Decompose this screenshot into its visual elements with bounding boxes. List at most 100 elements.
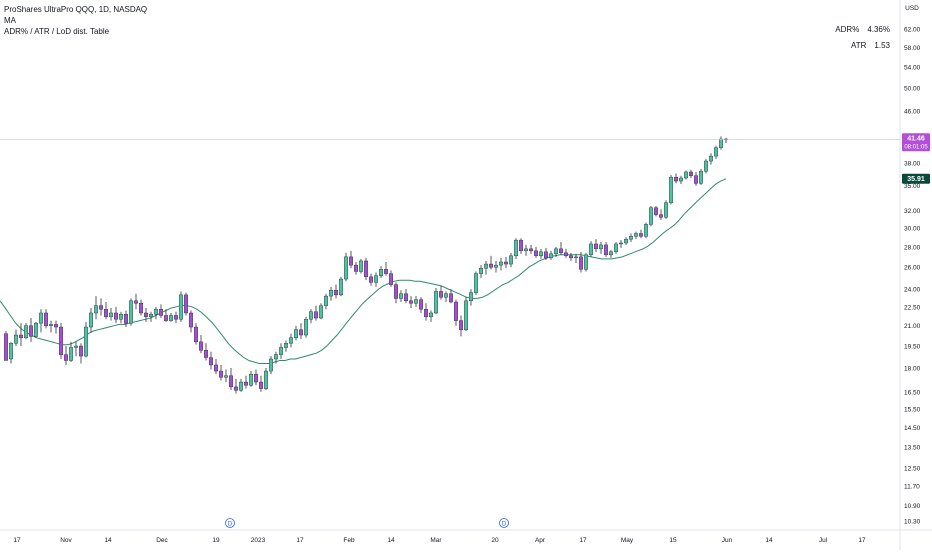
candle — [208, 351, 213, 370]
candle — [133, 293, 138, 310]
candle — [148, 311, 153, 322]
y-tick-label: 22.50 — [904, 304, 921, 311]
candle — [98, 298, 103, 316]
candle — [394, 282, 399, 304]
candle — [439, 285, 444, 300]
dividend-icon[interactable] — [499, 518, 509, 528]
candle-body — [619, 242, 624, 245]
dividend-letter: D — [228, 522, 233, 528]
symbol-title[interactable]: ProShares UltraPro QQQ, 1D, NASDAQ — [4, 5, 148, 14]
candle — [499, 257, 504, 271]
candle-body — [499, 261, 504, 266]
candle-body — [284, 343, 289, 348]
last-price-value: 41.46 — [907, 135, 925, 142]
candle-body — [574, 256, 579, 259]
price-axis[interactable]: USD62.0058.0054.0050.0046.0042.0038.0035… — [899, 0, 921, 550]
candle-body — [203, 350, 208, 358]
chart-legend: ProShares UltraPro QQQ, 1D, NASDAQ MA AD… — [4, 4, 147, 37]
candle-body — [704, 160, 709, 172]
candle-body — [524, 248, 529, 252]
candle-body — [404, 293, 409, 302]
candle — [228, 367, 233, 391]
candle — [449, 289, 454, 304]
candle-body — [604, 244, 609, 256]
candle — [3, 331, 8, 361]
candle-body — [259, 381, 264, 389]
candle-body — [439, 291, 444, 298]
moving-average-line — [0, 178, 727, 364]
candle — [59, 323, 64, 360]
candle-body — [629, 236, 634, 240]
y-tick-label: 62.00 — [904, 27, 921, 34]
candle-body — [8, 343, 13, 360]
candle — [549, 250, 554, 260]
candle — [349, 250, 354, 269]
candle — [484, 260, 489, 275]
candle — [444, 291, 449, 302]
candle-body — [103, 309, 108, 317]
y-tick-label: 38.00 — [904, 161, 921, 168]
dividend-letter: D — [502, 522, 507, 528]
candle — [684, 170, 689, 180]
candle — [193, 323, 198, 345]
candle-body — [63, 354, 68, 361]
dividend-icon[interactable] — [225, 518, 235, 528]
candle-body — [68, 347, 73, 361]
y-tick-label: 16.50 — [904, 389, 921, 396]
candle — [118, 311, 123, 324]
time-axis[interactable]: 17 Nov 14 Dec 19 2023 17 Feb 14 Mar 20 Apr 17 May 15 Ju… — [0, 518, 932, 545]
candle — [44, 309, 49, 329]
candle-body — [253, 373, 258, 383]
dividend-marker[interactable]: D — [225, 518, 235, 528]
candle-body — [414, 299, 419, 304]
candle — [694, 171, 699, 186]
candle — [243, 375, 248, 389]
y-tick-label: 18.00 — [904, 365, 921, 372]
candle-body — [554, 248, 559, 255]
candle-body — [98, 305, 103, 310]
x-tick-label: 19 — [212, 537, 220, 544]
table-indicator-label[interactable]: ADR% / ATR / LoD dist. Table — [4, 27, 110, 36]
dividend-marker[interactable]: D — [499, 518, 509, 528]
candle-body — [394, 284, 399, 299]
x-tick-label: 17 — [296, 537, 304, 544]
candle — [279, 343, 284, 360]
candle — [414, 296, 419, 307]
candle-body — [269, 358, 274, 372]
candle-body — [504, 261, 509, 265]
candle — [113, 306, 118, 324]
candle — [469, 289, 474, 306]
currency-label: USD — [905, 5, 919, 12]
candle-body — [88, 312, 93, 328]
candle-body — [329, 290, 334, 297]
y-tick-label: 28.00 — [904, 244, 921, 251]
candle-body — [208, 357, 213, 366]
candle-body — [434, 291, 439, 314]
candle-body — [118, 314, 123, 320]
candle — [574, 253, 579, 264]
candle-body — [539, 251, 544, 257]
candle-body — [153, 309, 158, 315]
candle-body — [584, 254, 589, 270]
candle — [259, 375, 264, 392]
y-tick-label: 35.00 — [904, 183, 921, 190]
candle-body — [334, 290, 339, 296]
candle — [188, 310, 193, 333]
candle — [128, 298, 133, 326]
candle-body — [449, 293, 454, 303]
candle — [454, 299, 459, 326]
candle-body — [158, 309, 163, 316]
candle-body — [128, 300, 133, 324]
candle — [459, 315, 464, 337]
ma-indicator-label[interactable]: MA — [4, 16, 16, 25]
candle-body — [444, 293, 449, 298]
candle — [354, 261, 359, 275]
candle — [359, 258, 364, 274]
y-tick-label: 21.00 — [904, 323, 921, 330]
y-tick-label: 24.00 — [904, 287, 921, 294]
y-tick-label: 30.00 — [904, 225, 921, 232]
candle-body — [694, 175, 699, 184]
candle — [143, 308, 148, 322]
